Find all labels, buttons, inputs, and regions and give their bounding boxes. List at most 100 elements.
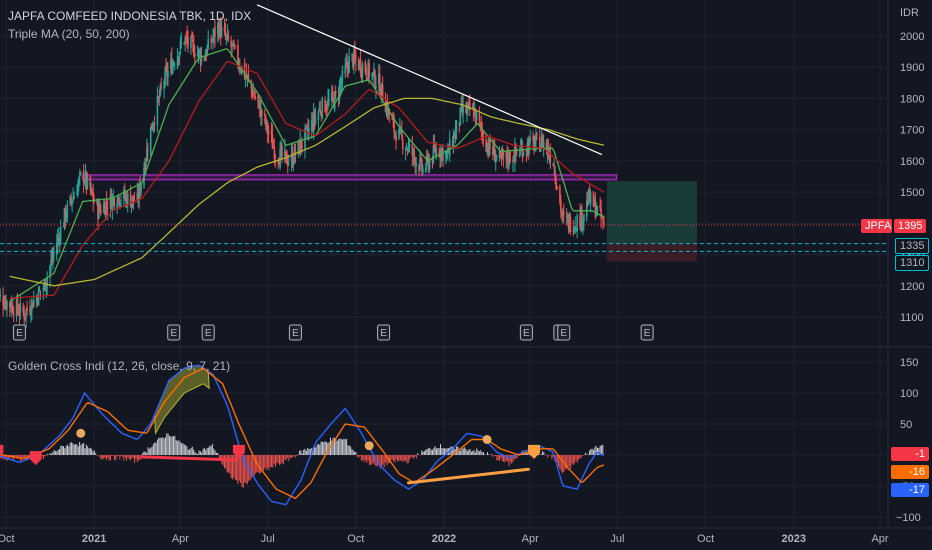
candle-body [314, 117, 317, 124]
candle-body [224, 32, 227, 38]
candle-body [138, 184, 141, 201]
price-tick-label: 1900 [900, 62, 924, 74]
candle-body [320, 113, 323, 117]
candle-body [44, 279, 47, 291]
candle-body [285, 152, 287, 154]
candle-body [214, 26, 216, 38]
candle-body [287, 162, 290, 164]
candle-body [239, 70, 242, 72]
candle-body [344, 65, 347, 74]
candle-body [118, 197, 120, 204]
candle-body [119, 203, 121, 205]
candle-body [431, 157, 434, 163]
candle-body [136, 192, 139, 201]
candle-body [573, 226, 576, 233]
candle-body [421, 160, 423, 171]
candle-body [306, 125, 308, 127]
earnings-marker-box [201, 324, 215, 341]
candle-body [73, 195, 75, 199]
candle-body [147, 150, 149, 152]
candle-body [110, 195, 113, 209]
candle-body [340, 82, 343, 86]
candle-body [286, 162, 289, 166]
candle-body [220, 27, 223, 37]
candle-body [381, 84, 384, 101]
candle-body [217, 24, 220, 37]
candle-body [452, 134, 455, 149]
candle-body [428, 159, 431, 171]
earnings-marker-box [167, 324, 181, 341]
candle-body [331, 90, 334, 97]
candle-body [238, 66, 240, 68]
candle-body [434, 148, 437, 154]
candle-body [312, 113, 315, 132]
candle-body [509, 152, 511, 163]
candle-body [120, 199, 122, 202]
candle-body [512, 159, 514, 162]
candle-body [116, 203, 118, 209]
candle-body [5, 299, 7, 308]
candle-body [579, 214, 581, 227]
candle-body [79, 172, 82, 174]
candle-body [492, 147, 494, 155]
candle-body [290, 153, 293, 162]
candle-body [399, 128, 401, 131]
candle-body [305, 126, 307, 130]
candle-body [43, 281, 46, 288]
candle-body [595, 211, 598, 217]
candle-body [271, 134, 274, 149]
candle-body [45, 285, 48, 292]
trendline [256, 4, 603, 156]
candle-body [170, 58, 173, 73]
candle-body [353, 51, 355, 66]
candle-body [32, 303, 34, 309]
candle-body [473, 110, 476, 116]
candle-body [345, 63, 348, 66]
candle-body [104, 202, 107, 218]
earnings-marker: E [377, 324, 391, 341]
candle-body [30, 313, 32, 316]
candle-body [210, 41, 212, 43]
candle-body [230, 40, 233, 48]
candle-body [123, 189, 125, 199]
candle-body [212, 36, 214, 41]
candle-body [408, 144, 411, 148]
candle-body [592, 192, 595, 207]
candle-body [300, 141, 302, 148]
candle-body [277, 159, 279, 164]
candle-body [157, 97, 160, 100]
earnings-marker: E [288, 324, 302, 341]
candle-body [533, 138, 535, 150]
earnings-marker-box [557, 324, 571, 341]
time-tick-label: Oct [0, 533, 15, 545]
candle-body [223, 27, 226, 31]
earnings-marker-box [640, 324, 654, 341]
candle-body [72, 197, 74, 202]
price-tick-label: 1500 [900, 187, 924, 199]
candle-body [11, 305, 14, 313]
candle-body [348, 55, 350, 74]
candle-body [395, 135, 397, 142]
candle-body [446, 151, 448, 154]
candle-body [25, 309, 27, 318]
candle-body [103, 204, 106, 215]
candle-body [351, 53, 353, 55]
candle-body [261, 110, 263, 116]
candle-body [253, 92, 256, 98]
candle-body [374, 70, 376, 87]
candle-body [158, 95, 161, 98]
candle-body [332, 98, 335, 108]
candle-body [244, 76, 247, 78]
candle-body [319, 109, 322, 113]
candle-body [192, 39, 194, 43]
candle-body [602, 219, 604, 222]
candle-body [318, 107, 321, 111]
candle-body [191, 33, 193, 38]
candle-body [561, 214, 564, 216]
candle-body [246, 75, 249, 78]
candle-body [58, 237, 61, 242]
candle-body [508, 151, 510, 166]
candle-body [341, 70, 344, 82]
